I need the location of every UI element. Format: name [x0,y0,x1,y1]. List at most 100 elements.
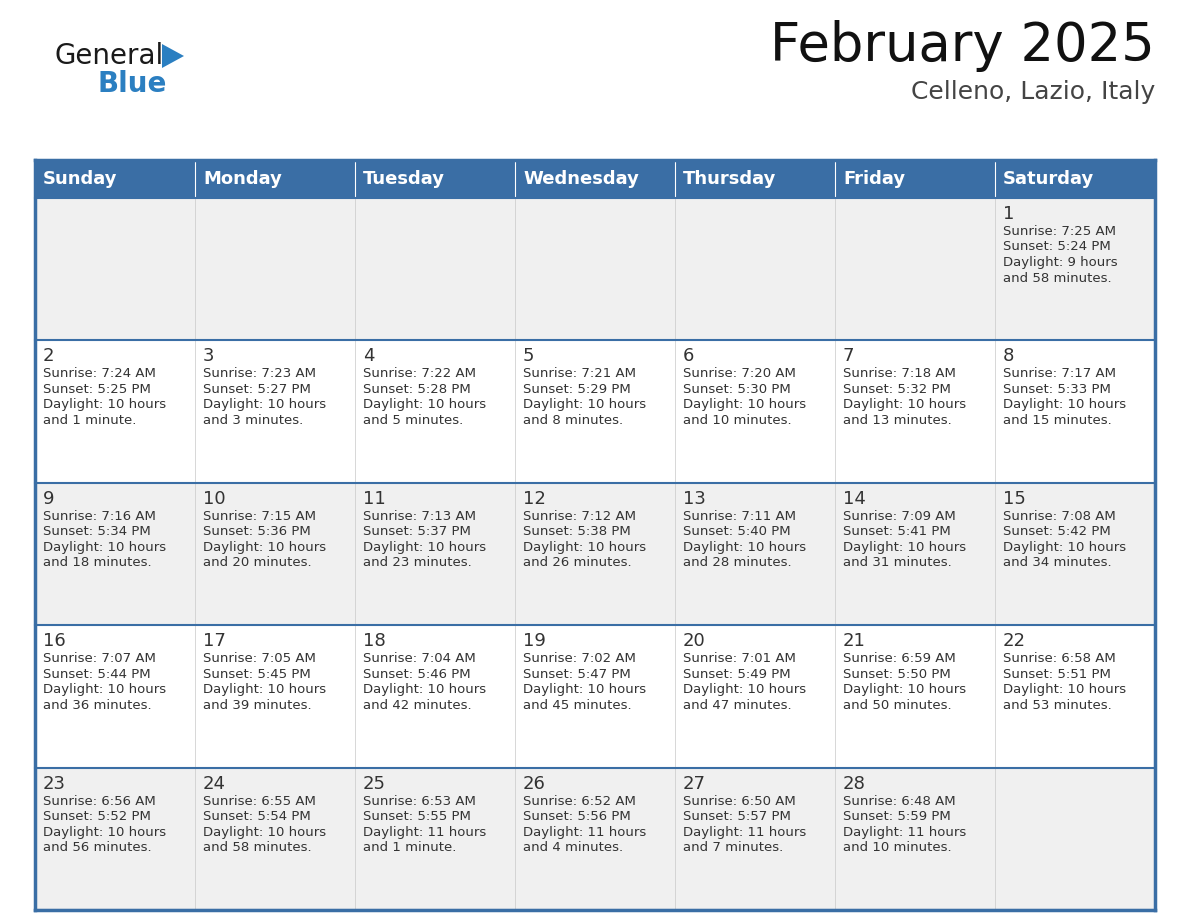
Text: Daylight: 10 hours: Daylight: 10 hours [43,541,166,554]
Text: Daylight: 10 hours: Daylight: 10 hours [523,398,646,411]
Text: Sunset: 5:33 PM: Sunset: 5:33 PM [1003,383,1111,396]
Text: and 7 minutes.: and 7 minutes. [683,841,783,854]
Text: and 26 minutes.: and 26 minutes. [523,556,632,569]
Text: 13: 13 [683,490,706,508]
Text: 1: 1 [1003,205,1015,223]
Text: and 31 minutes.: and 31 minutes. [843,556,952,569]
Text: 20: 20 [683,633,706,650]
Text: 4: 4 [364,347,374,365]
Text: Saturday: Saturday [1003,170,1094,188]
Text: Daylight: 10 hours: Daylight: 10 hours [364,683,486,696]
Text: and 4 minutes.: and 4 minutes. [523,841,624,854]
Text: Sunrise: 7:07 AM: Sunrise: 7:07 AM [43,652,156,666]
Text: Sunrise: 7:20 AM: Sunrise: 7:20 AM [683,367,796,380]
Text: and 39 minutes.: and 39 minutes. [203,699,311,711]
Text: Sunrise: 7:08 AM: Sunrise: 7:08 AM [1003,509,1116,522]
Text: 24: 24 [203,775,226,792]
Text: Friday: Friday [843,170,905,188]
Text: Daylight: 11 hours: Daylight: 11 hours [843,825,966,839]
Text: and 1 minute.: and 1 minute. [43,414,137,427]
Text: Daylight: 10 hours: Daylight: 10 hours [523,683,646,696]
Text: Daylight: 10 hours: Daylight: 10 hours [683,541,807,554]
Text: Sunset: 5:30 PM: Sunset: 5:30 PM [683,383,791,396]
Text: Daylight: 10 hours: Daylight: 10 hours [203,825,327,839]
Text: Sunset: 5:34 PM: Sunset: 5:34 PM [43,525,151,538]
Text: and 53 minutes.: and 53 minutes. [1003,699,1112,711]
Text: and 42 minutes.: and 42 minutes. [364,699,472,711]
Text: Sunrise: 7:09 AM: Sunrise: 7:09 AM [843,509,956,522]
Text: Sunrise: 7:17 AM: Sunrise: 7:17 AM [1003,367,1116,380]
Text: 22: 22 [1003,633,1026,650]
Text: Sunrise: 6:58 AM: Sunrise: 6:58 AM [1003,652,1116,666]
Text: Sunrise: 7:05 AM: Sunrise: 7:05 AM [203,652,316,666]
Bar [34,767,1155,910]
Text: 17: 17 [203,633,226,650]
Text: Sunset: 5:52 PM: Sunset: 5:52 PM [43,810,151,823]
Text: Sunset: 5:38 PM: Sunset: 5:38 PM [523,525,631,538]
Text: Sunset: 5:36 PM: Sunset: 5:36 PM [203,525,311,538]
Text: 9: 9 [43,490,55,508]
Text: Sunset: 5:51 PM: Sunset: 5:51 PM [1003,667,1111,681]
Text: Thursday: Thursday [683,170,777,188]
Text: Sunset: 5:57 PM: Sunset: 5:57 PM [683,810,791,823]
Text: Sunrise: 7:02 AM: Sunrise: 7:02 AM [523,652,636,666]
Text: Daylight: 10 hours: Daylight: 10 hours [683,398,807,411]
Text: 11: 11 [364,490,386,508]
Text: Sunset: 5:45 PM: Sunset: 5:45 PM [203,667,311,681]
Text: Sunrise: 6:48 AM: Sunrise: 6:48 AM [843,795,955,808]
Text: and 10 minutes.: and 10 minutes. [843,841,952,854]
Text: Daylight: 10 hours: Daylight: 10 hours [203,541,327,554]
Text: Daylight: 10 hours: Daylight: 10 hours [1003,683,1126,696]
Text: Sunset: 5:27 PM: Sunset: 5:27 PM [203,383,311,396]
Text: 18: 18 [364,633,386,650]
Text: and 47 minutes.: and 47 minutes. [683,699,791,711]
Text: Sunset: 5:24 PM: Sunset: 5:24 PM [1003,241,1111,253]
Text: and 10 minutes.: and 10 minutes. [683,414,791,427]
Text: 12: 12 [523,490,545,508]
Text: Tuesday: Tuesday [364,170,446,188]
Text: Sunset: 5:28 PM: Sunset: 5:28 PM [364,383,470,396]
Text: Sunset: 5:32 PM: Sunset: 5:32 PM [843,383,950,396]
Text: Daylight: 10 hours: Daylight: 10 hours [203,683,327,696]
Text: and 8 minutes.: and 8 minutes. [523,414,624,427]
Text: Sunrise: 7:13 AM: Sunrise: 7:13 AM [364,509,476,522]
Text: Sunrise: 6:52 AM: Sunrise: 6:52 AM [523,795,636,808]
Text: Sunrise: 7:12 AM: Sunrise: 7:12 AM [523,509,636,522]
Text: Sunrise: 7:23 AM: Sunrise: 7:23 AM [203,367,316,380]
Text: 23: 23 [43,775,67,792]
Text: February 2025: February 2025 [770,20,1155,72]
Text: 28: 28 [843,775,866,792]
Text: Sunrise: 7:21 AM: Sunrise: 7:21 AM [523,367,636,380]
Text: Daylight: 10 hours: Daylight: 10 hours [523,541,646,554]
Bar [34,341,1155,483]
Text: Daylight: 10 hours: Daylight: 10 hours [1003,398,1126,411]
Text: Sunrise: 7:24 AM: Sunrise: 7:24 AM [43,367,156,380]
Text: 7: 7 [843,347,854,365]
Text: Daylight: 10 hours: Daylight: 10 hours [43,683,166,696]
Text: and 58 minutes.: and 58 minutes. [1003,272,1112,285]
Text: 8: 8 [1003,347,1015,365]
Text: General: General [55,42,164,70]
Text: Sunrise: 7:01 AM: Sunrise: 7:01 AM [683,652,796,666]
Text: Sunset: 5:40 PM: Sunset: 5:40 PM [683,525,791,538]
Text: and 28 minutes.: and 28 minutes. [683,556,791,569]
Text: Sunset: 5:44 PM: Sunset: 5:44 PM [43,667,151,681]
Text: Sunset: 5:50 PM: Sunset: 5:50 PM [843,667,950,681]
Text: and 50 minutes.: and 50 minutes. [843,699,952,711]
Text: Wednesday: Wednesday [523,170,639,188]
Text: Daylight: 10 hours: Daylight: 10 hours [843,398,966,411]
Bar [675,160,835,198]
Text: Sunset: 5:37 PM: Sunset: 5:37 PM [364,525,470,538]
Text: Sunrise: 7:16 AM: Sunrise: 7:16 AM [43,509,156,522]
Text: Sunrise: 7:11 AM: Sunrise: 7:11 AM [683,509,796,522]
Bar [835,160,996,198]
Text: 25: 25 [364,775,386,792]
Text: Daylight: 11 hours: Daylight: 11 hours [523,825,646,839]
Text: Daylight: 11 hours: Daylight: 11 hours [683,825,807,839]
Text: Daylight: 10 hours: Daylight: 10 hours [43,825,166,839]
Text: Sunset: 5:41 PM: Sunset: 5:41 PM [843,525,950,538]
Text: Blue: Blue [97,70,166,98]
Text: Daylight: 10 hours: Daylight: 10 hours [843,683,966,696]
Text: 19: 19 [523,633,545,650]
Text: Sunset: 5:25 PM: Sunset: 5:25 PM [43,383,151,396]
